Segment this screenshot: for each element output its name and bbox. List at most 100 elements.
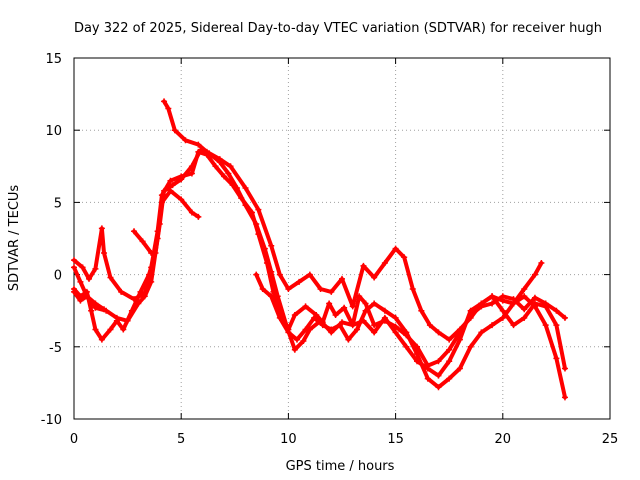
series-point-s4 (203, 148, 210, 155)
series-point-s3 (141, 293, 148, 300)
series-point-s1 (212, 163, 219, 170)
series-point-s4 (401, 254, 408, 261)
series-point-s4 (531, 271, 538, 278)
series-point-s2 (291, 346, 298, 353)
series-point-s7 (521, 293, 528, 300)
series-point-s7 (345, 336, 352, 343)
series-point-s1 (521, 314, 528, 321)
series-point-s7 (293, 336, 300, 343)
series-point-s1 (71, 257, 77, 264)
series-point-s4 (521, 286, 528, 293)
series-point-s7 (553, 355, 560, 362)
series-point-s1 (107, 274, 114, 281)
series-point-s2 (542, 300, 549, 307)
series-point-s3 (195, 213, 202, 220)
y-tick-label: 5 (54, 196, 62, 211)
series-point-s5 (131, 228, 138, 235)
series-point-s4 (317, 286, 324, 293)
series-point-s2 (435, 358, 442, 365)
series-point-s4 (446, 336, 453, 343)
series-point-s4 (268, 242, 275, 249)
series-point-s1 (92, 265, 99, 272)
x-tick-label: 0 (70, 432, 78, 447)
series-point-s2 (169, 182, 176, 189)
series-point-s4 (392, 245, 399, 252)
series-point-s1 (79, 264, 86, 271)
series-point-s7 (489, 322, 496, 329)
series-point-s2 (489, 300, 496, 307)
series-point-s7 (392, 314, 399, 321)
series-point-s4 (409, 286, 416, 293)
series-point-s4 (478, 300, 485, 307)
series-point-s3 (113, 314, 120, 321)
series-point-s4 (418, 307, 425, 314)
series-point-s5 (139, 238, 146, 245)
series-point-s2 (188, 163, 195, 170)
series-point-s4 (195, 141, 202, 148)
series-point-s2 (242, 202, 249, 209)
series-point-s4 (227, 163, 234, 170)
series-point-s4 (339, 275, 345, 282)
series-point-s2 (253, 221, 260, 228)
series-point-s4 (182, 137, 189, 144)
series-point-s3 (154, 235, 161, 242)
series-point-s2 (553, 307, 560, 314)
series-point-s1 (456, 336, 463, 343)
y-tick-label: 0 (54, 269, 62, 284)
series-point-s1 (499, 307, 506, 314)
series-point-s7 (336, 322, 343, 329)
series-line-s4 (162, 99, 544, 342)
series-point-s7 (268, 293, 275, 300)
series-point-s1 (188, 170, 195, 177)
series-point-s3 (178, 196, 185, 203)
series-point-s7 (435, 384, 442, 391)
series-point-s4 (467, 314, 474, 321)
series-point-s7 (467, 343, 474, 350)
series-point-s6 (92, 300, 99, 307)
series-point-s1 (101, 249, 108, 256)
series-point-s6 (83, 293, 90, 300)
series-point-s3 (158, 199, 165, 206)
series-point-s1 (167, 177, 174, 184)
x-tick-label: 25 (602, 432, 619, 447)
series-point-s1 (553, 322, 560, 329)
series-point-s2 (274, 293, 281, 300)
series-point-s4 (276, 271, 283, 278)
series-point-s1 (510, 322, 517, 329)
series-point-s1 (371, 329, 378, 336)
series-point-s3 (77, 278, 84, 285)
series-point-s7 (362, 307, 369, 314)
series-point-s4 (499, 297, 506, 304)
series-point-s1 (291, 312, 298, 319)
series-point-s1 (561, 365, 568, 372)
series-point-s7 (561, 394, 568, 401)
y-tick-label: 10 (45, 124, 62, 139)
series-point-s2 (98, 336, 105, 343)
series-point-s7 (354, 326, 361, 333)
series-point-s1 (435, 372, 442, 379)
series-point-s7 (253, 271, 260, 278)
series-point-s3 (148, 278, 155, 285)
series-point-s4 (255, 206, 262, 213)
series-point-s1 (446, 358, 453, 365)
y-tick-label: -10 (41, 413, 62, 428)
series-point-s7 (259, 286, 266, 293)
series-point-s7 (302, 326, 309, 333)
series-group (71, 98, 568, 401)
series-point-s1 (326, 300, 333, 307)
series-point-s2 (521, 306, 528, 313)
series-point-s2 (178, 176, 185, 183)
series-line-s1 (72, 149, 567, 378)
series-point-s7 (311, 314, 318, 321)
series-point-s3 (188, 209, 195, 216)
series-point-s1 (332, 312, 339, 319)
plot-frame (73, 57, 611, 420)
series-point-s4 (360, 262, 367, 269)
x-tick-label: 20 (495, 432, 512, 447)
series-point-s1 (221, 173, 228, 180)
series-point-s3 (71, 264, 77, 271)
series-line-s2 (72, 148, 567, 368)
y-axis-label: SDTVAR / TECUs (7, 185, 22, 292)
series-point-s4 (216, 156, 223, 163)
